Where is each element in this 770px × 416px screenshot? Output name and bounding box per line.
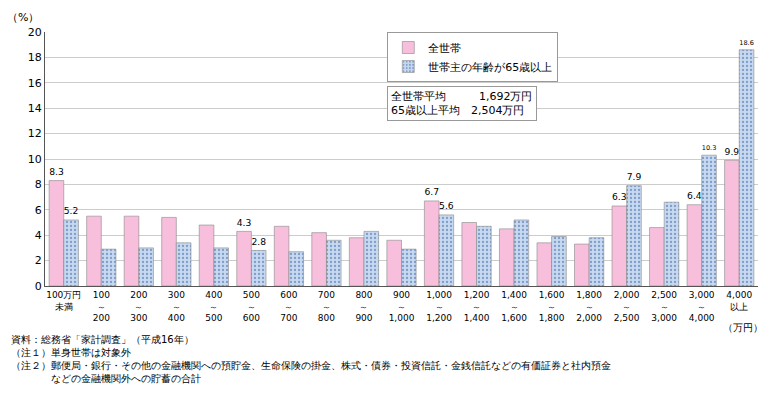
svg-text:資料：総務省「家計調査」（平成16年）: 資料：総務省「家計調査」（平成16年） <box>11 334 194 345</box>
svg-text:14: 14 <box>28 102 42 115</box>
svg-text:100～200: 100～200 <box>93 290 110 323</box>
svg-text:（注１）単身世帯は対象外: （注１）単身世帯は対象外 <box>11 347 131 358</box>
svg-text:9.9: 9.9 <box>725 146 740 157</box>
svg-text:20: 20 <box>28 26 42 39</box>
svg-text:900～1,000: 900～1,000 <box>389 290 415 323</box>
svg-text:（%）: （%） <box>7 11 39 24</box>
svg-text:300～400: 300～400 <box>168 290 185 323</box>
svg-text:1,600～1,800: 1,600～1,800 <box>539 290 565 323</box>
svg-text:700～800: 700～800 <box>318 290 335 323</box>
svg-text:2.8: 2.8 <box>251 236 266 247</box>
svg-text:12: 12 <box>28 127 42 140</box>
svg-text:などの金融機関外への貯蓄の合計: などの金融機関外への貯蓄の合計 <box>11 373 201 384</box>
svg-text:16: 16 <box>28 77 42 90</box>
svg-text:4,000以上: 4,000以上 <box>726 290 752 312</box>
svg-text:3,000～4,000: 3,000～4,000 <box>689 290 715 323</box>
svg-text:1,200～1,400: 1,200～1,400 <box>464 290 490 323</box>
svg-text:600～700: 600～700 <box>280 290 297 323</box>
svg-text:100万円未満: 100万円未満 <box>46 290 81 312</box>
svg-text:10: 10 <box>28 153 42 166</box>
svg-text:6.3: 6.3 <box>612 191 627 202</box>
svg-text:7.9: 7.9 <box>627 171 642 182</box>
svg-text:4.3: 4.3 <box>237 217 252 228</box>
svg-text:10.3: 10.3 <box>702 144 717 152</box>
svg-text:（注２）郵便局・銀行・その他の金融機関への預貯金、生命保険の: （注２）郵便局・銀行・その他の金融機関への預貯金、生命保険の掛金、株式・債券・投… <box>11 360 611 371</box>
svg-text:世帯主の年齢が65歳以上: 世帯主の年齢が65歳以上 <box>428 61 552 74</box>
svg-text:8.3: 8.3 <box>49 166 64 177</box>
svg-text:2: 2 <box>35 254 42 267</box>
svg-text:500～600: 500～600 <box>243 290 260 323</box>
svg-text:18.6: 18.6 <box>739 39 754 47</box>
svg-text:1,800～2,000: 1,800～2,000 <box>576 290 602 323</box>
svg-text:（万円）: （万円） <box>723 322 763 333</box>
svg-text:4: 4 <box>35 229 42 242</box>
svg-text:1,000～1,200: 1,000～1,200 <box>426 290 452 323</box>
svg-text:2,500～3,000: 2,500～3,000 <box>651 290 677 323</box>
svg-text:全世帯: 全世帯 <box>428 42 461 55</box>
svg-text:5.6: 5.6 <box>439 200 454 211</box>
svg-text:18: 18 <box>28 51 42 64</box>
svg-text:全世帯平均 1,692万円65歳以上平均 2,504万円: 全世帯平均 1,692万円65歳以上平均 2,504万円 <box>391 90 533 117</box>
svg-text:8: 8 <box>35 178 42 191</box>
svg-text:200～300: 200～300 <box>130 290 147 323</box>
svg-text:6: 6 <box>35 204 42 217</box>
svg-text:2,000～2,500: 2,000～2,500 <box>614 290 640 323</box>
svg-text:1,400～1,600: 1,400～1,600 <box>501 290 527 323</box>
svg-text:5.2: 5.2 <box>64 205 79 216</box>
svg-text:6.7: 6.7 <box>424 186 439 197</box>
svg-text:800～900: 800～900 <box>355 290 372 323</box>
svg-text:6.4: 6.4 <box>687 190 702 201</box>
svg-text:0: 0 <box>35 280 42 293</box>
svg-text:400～500: 400～500 <box>205 290 222 323</box>
